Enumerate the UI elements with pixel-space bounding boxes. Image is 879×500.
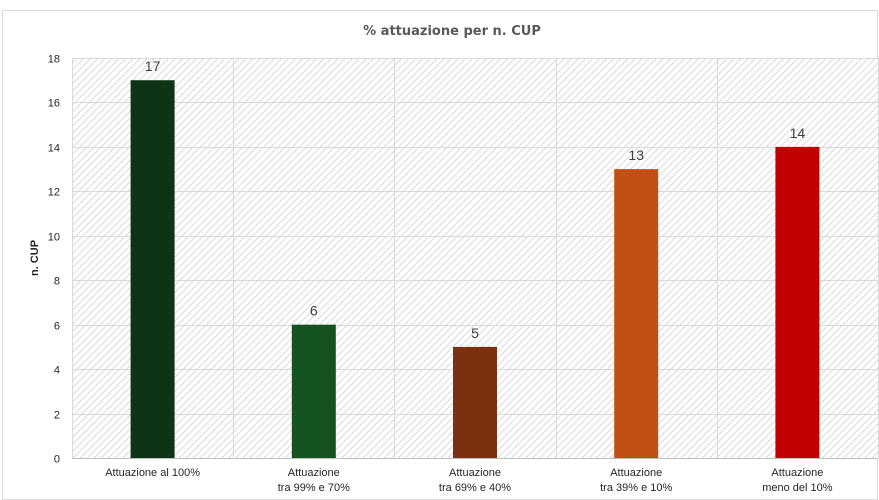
y-axis-label: n. CUP bbox=[29, 240, 41, 276]
bar bbox=[775, 146, 820, 458]
x-category-label: tra 39% e 10% bbox=[600, 482, 672, 494]
x-category-label: meno del 10% bbox=[762, 482, 833, 494]
y-tick-label: 14 bbox=[48, 143, 60, 155]
x-category-label: Attuazione al 100% bbox=[105, 467, 200, 479]
x-category-label: tra 69% e 40% bbox=[439, 482, 511, 494]
data-label: 14 bbox=[790, 125, 806, 141]
data-label: 5 bbox=[471, 325, 479, 341]
bar bbox=[614, 169, 659, 458]
x-category-label: Attuazione bbox=[288, 467, 340, 479]
bars bbox=[130, 80, 820, 458]
data-label: 13 bbox=[628, 147, 644, 163]
y-tick-label: 8 bbox=[54, 276, 60, 288]
data-label: 6 bbox=[310, 303, 318, 319]
y-tick-label: 0 bbox=[54, 454, 60, 466]
y-tick-label: 12 bbox=[48, 187, 60, 199]
x-category-label: Attuazione bbox=[610, 467, 662, 479]
bar bbox=[291, 324, 336, 458]
y-tick-label: 2 bbox=[54, 410, 60, 422]
data-label: 17 bbox=[145, 58, 161, 74]
y-tick-label: 18 bbox=[48, 54, 60, 66]
bar bbox=[453, 346, 497, 458]
x-category-label: Attuazione bbox=[771, 467, 823, 479]
y-tick-label: 4 bbox=[54, 365, 60, 377]
x-category-label: tra 99% e 70% bbox=[278, 482, 350, 494]
y-tick-label: 6 bbox=[54, 321, 60, 333]
bar bbox=[130, 80, 175, 458]
x-axis-categories: Attuazione al 100% Attuazione tra 99% e 70… bbox=[105, 467, 833, 494]
y-tick-label: 16 bbox=[48, 98, 60, 110]
chart-title: % attuazione per n. CUP bbox=[363, 24, 541, 39]
x-category-label: Attuazione bbox=[449, 467, 501, 479]
y-axis-ticks: 0 2 4 6 8 10 12 14 16 18 bbox=[48, 54, 60, 466]
y-tick-label: 10 bbox=[48, 232, 60, 244]
data-labels: 17 6 5 13 14 bbox=[145, 58, 806, 341]
